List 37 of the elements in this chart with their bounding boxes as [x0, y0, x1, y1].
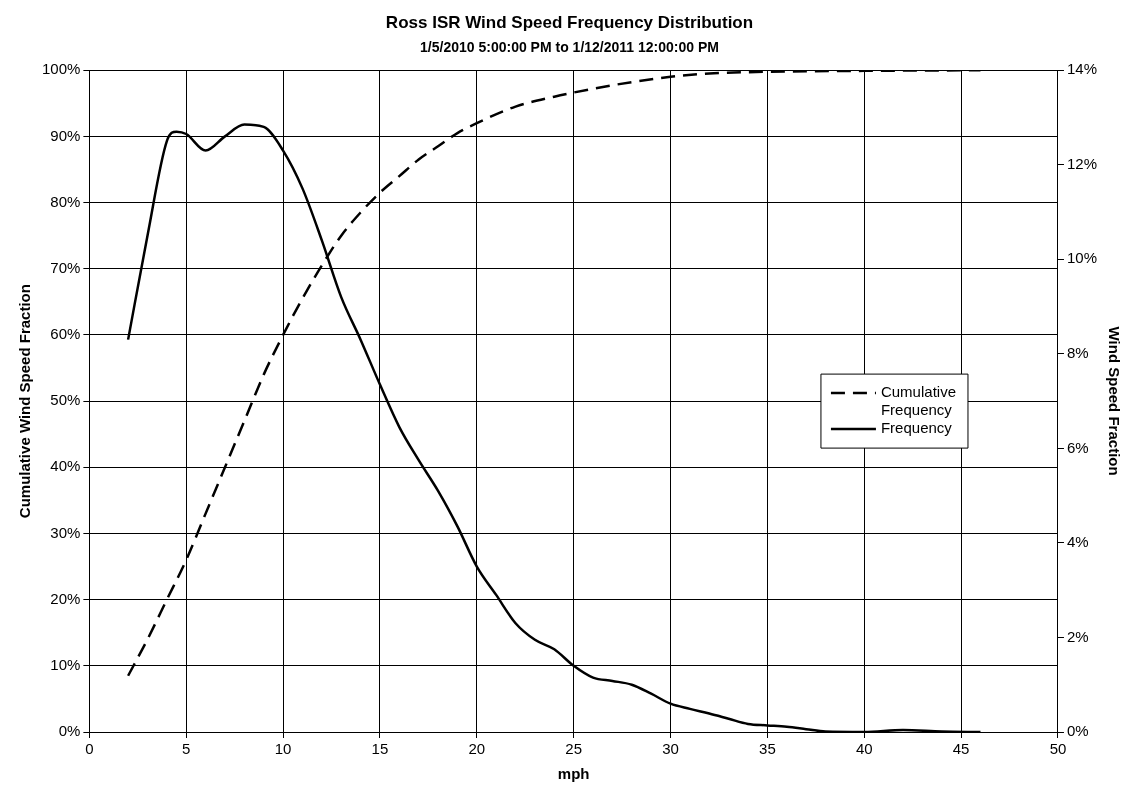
- y-axis-title: Cumulative Wind Speed Fraction: [16, 284, 34, 519]
- x-tick-label: 20: [468, 740, 486, 758]
- y2-axis-title: Wind Speed Fraction: [1105, 326, 1123, 476]
- x-axis-title: mph: [557, 765, 590, 783]
- y-tick-label: 50%: [50, 391, 81, 409]
- y-tick-label: 0%: [58, 722, 81, 740]
- x-tick-label: 25: [565, 740, 583, 758]
- y2-tick-label: 14%: [1066, 60, 1098, 78]
- y2-tick-label: 8%: [1066, 343, 1089, 361]
- y-tick-label: 40%: [50, 457, 81, 475]
- y2-tick-label: 0%: [1066, 722, 1089, 740]
- y-tick-label: 10%: [50, 655, 81, 673]
- x-tick-label: 35: [759, 740, 776, 758]
- x-tick-label: 40: [855, 740, 873, 758]
- x-tick-label: 50: [1049, 740, 1067, 758]
- y-tick-label: 100%: [41, 60, 81, 78]
- y2-tick-label: 12%: [1066, 154, 1098, 172]
- legend-label: Cumulative Frequency: [880, 383, 956, 419]
- y-tick-label: 30%: [50, 523, 81, 541]
- chart-subtitle: 1/5/2010 5:00:00 PM to 1/12/2011 12:00:00 PM: [420, 38, 719, 55]
- y2-tick-label: 6%: [1066, 438, 1089, 456]
- y-tick-label: 90%: [50, 126, 81, 144]
- y-tick-label: 60%: [50, 325, 81, 343]
- x-tick-label: 15: [371, 740, 389, 758]
- y2-tick-label: 10%: [1066, 249, 1098, 267]
- x-tick-label: 45: [952, 740, 970, 758]
- chart-title: Ross ISR Wind Speed Frequency Distribution: [385, 12, 754, 32]
- y2-tick-label: 4%: [1066, 533, 1089, 551]
- y-tick-label: 80%: [50, 192, 81, 210]
- x-tick-label: 30: [662, 740, 679, 758]
- y-tick-label: 70%: [50, 258, 81, 276]
- y2-tick-label: 2%: [1066, 627, 1089, 645]
- x-tick-label: 10: [274, 740, 292, 758]
- x-tick-label: 0: [85, 740, 94, 758]
- y-tick-label: 20%: [50, 589, 81, 607]
- legend-label: Frequency: [880, 419, 953, 437]
- x-tick-label: 5: [182, 740, 191, 758]
